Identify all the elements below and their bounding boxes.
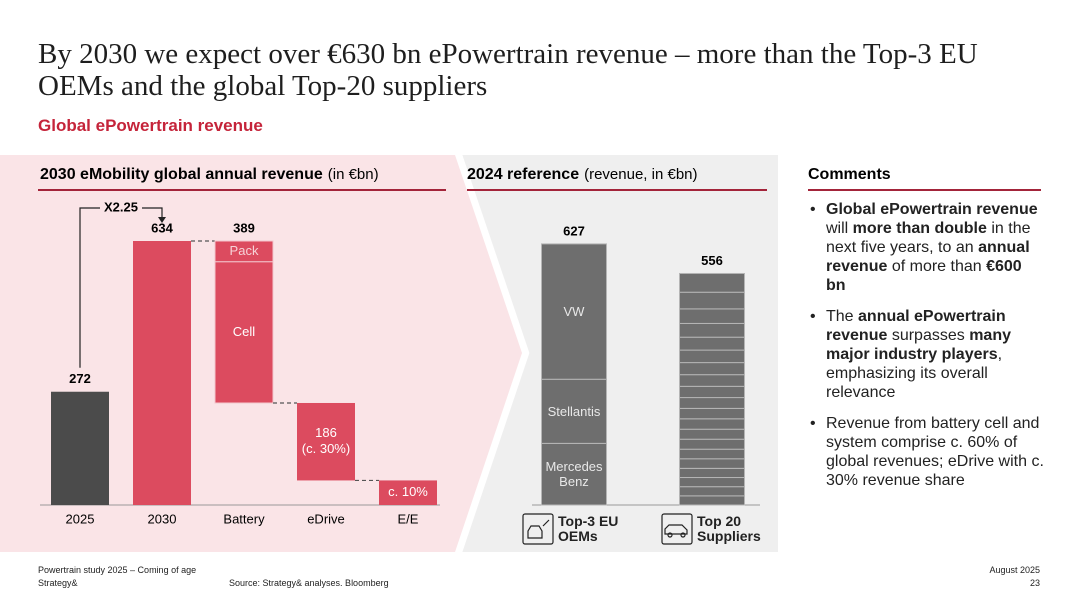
bar-segment <box>679 407 745 420</box>
bar-segment <box>541 378 607 444</box>
comment-text: Revenue from battery cell and system com… <box>826 415 1044 489</box>
x-tick-label: eDrive <box>307 511 345 526</box>
x-tick-label: Battery <box>223 511 265 526</box>
comment-text: , emphasizing its overall relevance <box>826 346 1003 401</box>
value-label: 627 <box>563 223 585 238</box>
panel-title-unit: (revenue, in €bn) <box>584 166 697 183</box>
x-tick-label: E/E <box>398 511 419 526</box>
comments: Global ePowertrain revenue will more tha… <box>808 200 1044 502</box>
annotation-bracket <box>79 207 163 368</box>
x-tick-label: Top-3 EU OEMs <box>558 513 619 544</box>
segment-label: Stellantis <box>547 403 601 419</box>
bar-segment <box>679 336 745 351</box>
value-label: 389 <box>233 220 255 235</box>
panel-title: 2030 eMobility global annual revenue (in … <box>40 166 379 183</box>
bar-segment <box>679 448 745 460</box>
comment-text: €600 bn <box>826 258 1022 294</box>
bar-segment <box>679 308 745 324</box>
x-tick-label: Top 20 Suppliers <box>697 513 761 544</box>
comment-bullet: The annual ePowertrain revenue surpasses… <box>808 307 1044 402</box>
bar <box>297 402 355 481</box>
comment-text: surpasses <box>887 327 970 344</box>
bar-segment <box>679 486 745 497</box>
comment-bullet: Revenue from battery cell and system com… <box>808 414 1044 490</box>
panel-title: Comments <box>808 166 891 183</box>
bar-segment <box>679 418 745 430</box>
bar-segment <box>679 438 745 450</box>
bar-segment <box>679 397 745 409</box>
x-tick-label: 2030 <box>148 511 177 526</box>
comment-text: Global ePowertrain revenue <box>826 201 1038 218</box>
segment-label: VW <box>563 304 585 320</box>
share-label: c. 10% <box>388 484 428 499</box>
value-label: 272 <box>69 371 91 386</box>
panel-title-main: 2024 reference <box>467 166 579 183</box>
comment-text: many major industry players <box>826 327 1011 363</box>
supplier-icon <box>661 513 693 545</box>
value-label: 556 <box>701 253 723 268</box>
footer-page: 23 <box>1029 578 1040 588</box>
bar-segment <box>679 385 745 399</box>
slide-subtitle: Global ePowertrain revenue <box>38 116 263 135</box>
bar-segment <box>679 374 745 387</box>
segment-label: Mercedes Benz <box>545 459 603 490</box>
comment-text: annual revenue <box>826 239 1030 275</box>
slide-title: By 2030 we expect over €630 bn ePowertra… <box>38 38 978 102</box>
oem-icon <box>522 513 554 545</box>
bar-segment <box>679 272 745 293</box>
bar-segment <box>214 261 274 404</box>
comment-bullet: Global ePowertrain revenue will more tha… <box>808 200 1044 295</box>
segment-label: Pack <box>230 243 259 258</box>
segment-label: Cell <box>233 324 256 339</box>
annotation-arrow <box>158 217 166 223</box>
bar-segment <box>541 442 607 506</box>
footer-study: Powertrain study 2025 – Coming of age <box>38 565 197 575</box>
bar-segment <box>679 362 745 376</box>
share-label: (c. 30%) <box>302 441 350 456</box>
footer-date: August 2025 <box>989 565 1040 575</box>
x-tick-label: 2025 <box>66 511 95 526</box>
bar-segment <box>679 477 745 488</box>
value-label: 634 <box>151 220 173 235</box>
comment-text: annual ePowertrain revenue <box>826 308 1006 344</box>
bar-segment <box>679 495 745 506</box>
footer-source: Source: Strategy& analyses. Bloomberg <box>229 578 389 588</box>
bar-segment <box>679 349 745 364</box>
bar-segment <box>679 291 745 310</box>
comment-text: of more than <box>887 258 987 275</box>
panel-title-main: 2030 eMobility global annual revenue <box>40 166 323 183</box>
panel-title-unit: (in €bn) <box>328 166 379 183</box>
comment-text: will <box>826 220 853 237</box>
comment-text: more than double <box>852 220 987 237</box>
bar <box>379 480 437 505</box>
bar-segment <box>679 467 745 479</box>
panel-title: 2024 reference (revenue, in €bn) <box>467 166 698 183</box>
comment-text: The <box>826 308 859 325</box>
bar-segment <box>679 322 745 338</box>
bar <box>133 241 191 505</box>
value-label: 186 <box>315 425 337 440</box>
bar-segment <box>541 243 607 380</box>
bar-segment <box>679 428 745 440</box>
annotation: X2.25 <box>104 199 138 214</box>
bar-segment <box>679 458 745 469</box>
bar <box>51 391 109 505</box>
comment-text: in the next five years, to an <box>826 220 1031 256</box>
footer-brand: Strategy& <box>38 578 78 588</box>
